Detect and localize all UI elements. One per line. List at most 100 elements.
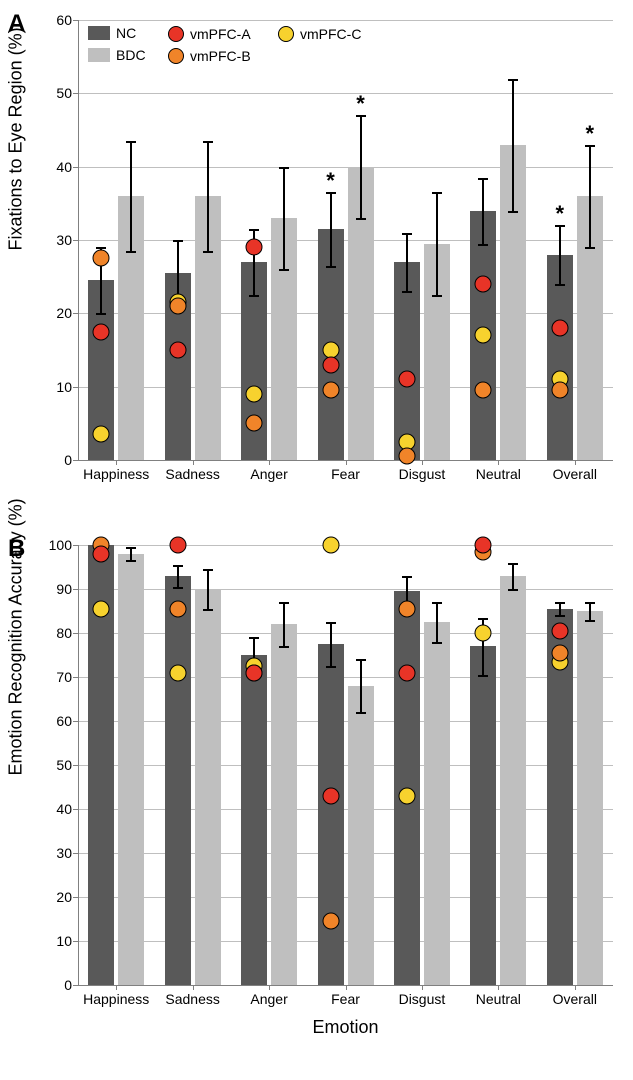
panelB-plot: 0102030405060708090100HappinessSadnessAn… <box>78 545 613 985</box>
legend-swatch <box>168 26 184 42</box>
ytick-label: 80 <box>42 625 78 641</box>
legend-label: BDC <box>116 47 146 63</box>
ytick-label: 70 <box>42 669 78 685</box>
error-cap <box>432 602 442 604</box>
error-cap <box>508 211 518 213</box>
error-bar <box>512 563 514 589</box>
error-cap <box>585 247 595 249</box>
xtick-label: Fear <box>331 460 360 482</box>
error-bar <box>436 192 438 295</box>
marker-vmpfc-a <box>246 664 263 681</box>
error-cap <box>555 602 565 604</box>
ytick-label: 0 <box>42 977 78 993</box>
marker-vmpfc-a <box>169 342 186 359</box>
ytick-label: 90 <box>42 581 78 597</box>
gridline <box>78 20 613 21</box>
legend-swatch <box>278 26 294 42</box>
marker-vmpfc-c <box>246 386 263 403</box>
error-cap <box>203 609 213 611</box>
error-cap <box>402 233 412 235</box>
bar-bdc <box>118 554 144 985</box>
xtick-label: Overall <box>553 985 597 1007</box>
marker-vmpfc-c <box>322 537 339 554</box>
marker-vmpfc-a <box>398 371 415 388</box>
gridline <box>78 589 613 590</box>
error-cap <box>555 284 565 286</box>
ytick-label: 30 <box>42 845 78 861</box>
error-bar <box>512 79 514 211</box>
ytick-label: 40 <box>42 159 78 175</box>
marker-vmpfc-a <box>475 537 492 554</box>
error-cap <box>585 620 595 622</box>
error-bar <box>130 141 132 251</box>
error-bar <box>589 145 591 248</box>
gridline <box>78 677 613 678</box>
xtick-label: Neutral <box>476 460 521 482</box>
error-cap <box>478 675 488 677</box>
marker-vmpfc-c <box>93 426 110 443</box>
legend-label: NC <box>116 25 136 41</box>
error-bar <box>283 167 285 270</box>
error-bar <box>207 569 209 609</box>
error-cap <box>432 192 442 194</box>
error-cap <box>326 666 336 668</box>
xtick-label: Anger <box>250 460 287 482</box>
xtick-label: Disgust <box>399 985 446 1007</box>
error-cap <box>478 618 488 620</box>
gridline <box>78 545 613 546</box>
marker-vmpfc-c <box>169 664 186 681</box>
error-bar <box>559 225 561 284</box>
error-bar <box>482 178 484 244</box>
gridline <box>78 167 613 168</box>
marker-vmpfc-b <box>246 415 263 432</box>
ytick-label: 60 <box>42 713 78 729</box>
bar-bdc <box>195 589 221 985</box>
bar-bdc <box>424 622 450 985</box>
error-cap <box>173 565 183 567</box>
error-bar <box>330 622 332 666</box>
error-cap <box>508 563 518 565</box>
ytick-label: 50 <box>42 757 78 773</box>
bar-nc <box>241 655 267 985</box>
legend-swatch <box>168 48 184 64</box>
marker-vmpfc-b <box>551 644 568 661</box>
marker-vmpfc-c <box>93 600 110 617</box>
gridline <box>78 897 613 898</box>
error-cap <box>279 602 289 604</box>
error-cap <box>508 79 518 81</box>
error-cap <box>96 313 106 315</box>
error-cap <box>203 569 213 571</box>
significance-marker: * <box>356 91 365 117</box>
bar-nc <box>470 646 496 985</box>
gridline <box>78 941 613 942</box>
error-cap <box>555 615 565 617</box>
error-cap <box>126 560 136 562</box>
bar-bdc <box>271 624 297 985</box>
gridline <box>78 721 613 722</box>
error-bar <box>283 602 285 646</box>
y-axis-line <box>78 545 79 985</box>
error-cap <box>356 218 366 220</box>
error-cap <box>279 646 289 648</box>
bar-nc <box>165 576 191 985</box>
marker-vmpfc-c <box>475 327 492 344</box>
panelA-plot: 0102030405060HappinessSadnessAngerFearDi… <box>78 20 613 460</box>
error-cap <box>279 269 289 271</box>
xtick-label: Happiness <box>83 460 149 482</box>
error-cap <box>585 602 595 604</box>
xtick-label: Disgust <box>399 460 446 482</box>
error-cap <box>249 229 259 231</box>
error-cap <box>126 141 136 143</box>
marker-vmpfc-b <box>169 600 186 617</box>
error-cap <box>249 295 259 297</box>
error-cap <box>173 587 183 589</box>
error-bar <box>589 602 591 620</box>
gridline <box>78 387 613 388</box>
ytick-label: 50 <box>42 85 78 101</box>
ytick-label: 20 <box>42 889 78 905</box>
error-cap <box>249 637 259 639</box>
gridline <box>78 93 613 94</box>
marker-vmpfc-a <box>475 276 492 293</box>
legend-swatch <box>88 48 110 62</box>
error-cap <box>126 547 136 549</box>
